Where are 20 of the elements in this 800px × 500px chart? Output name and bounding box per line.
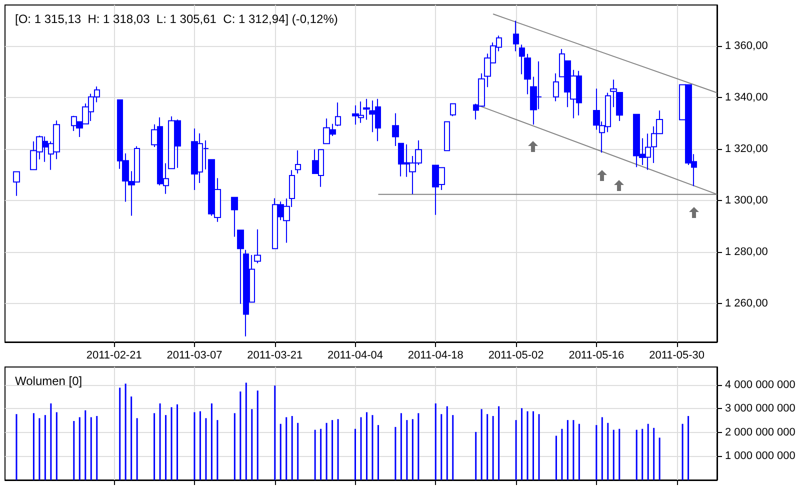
y-tick-label: 1 320,00 bbox=[725, 143, 768, 156]
x-tick-label: 2011-05-16 bbox=[568, 350, 624, 362]
x-tick-label: 2011-05-02 bbox=[488, 350, 544, 362]
x-tick-label: 2011-02-21 bbox=[86, 350, 142, 362]
x-tick-label: 2011-03-07 bbox=[166, 350, 222, 362]
y-tick-label: 1 340,00 bbox=[725, 92, 768, 104]
y-tick-label: 1 360,00 bbox=[725, 40, 768, 52]
y-tick-label: 1 300,00 bbox=[725, 194, 768, 207]
y-tick-label: 1 280,00 bbox=[725, 246, 768, 258]
y-tick-label: 2 000 000 000 bbox=[725, 426, 796, 438]
text: Wolumen [0] bbox=[15, 374, 82, 388]
y-tick-label: 1 260,00 bbox=[725, 297, 768, 310]
y-tick-label: 4 000 000 000 bbox=[725, 378, 796, 391]
y-tick-label: 3 000 000 000 bbox=[725, 402, 796, 415]
x-tick-label: 2011-04-04 bbox=[328, 350, 383, 362]
x-tick-label: 2011-04-18 bbox=[408, 350, 464, 362]
x-tick-label: 2011-05-30 bbox=[649, 350, 705, 362]
y-tick-label: 1 000 000 000 bbox=[725, 450, 796, 462]
x-tick-label: 2011-03-21 bbox=[247, 350, 303, 362]
text: [O: 1 315,13 H: 1 318,03 L: 1 305,61 C: 1 312,94] (-0,12%) bbox=[15, 12, 338, 26]
